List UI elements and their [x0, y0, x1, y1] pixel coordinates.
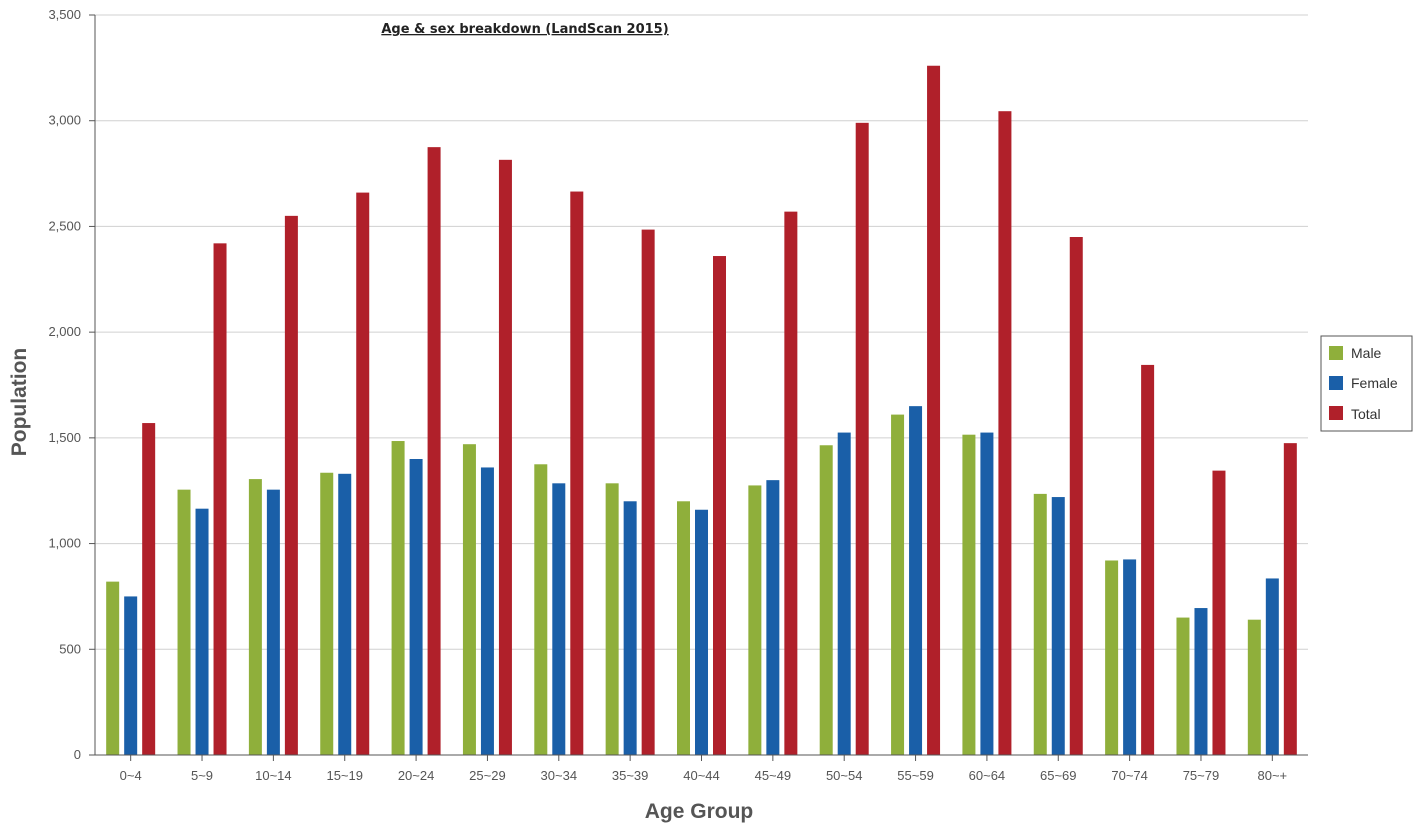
x-tick-label: 45~49: [755, 768, 792, 783]
x-tick-label: 35~39: [612, 768, 649, 783]
bar-male: [748, 485, 762, 755]
x-tick-label: 50~54: [826, 768, 863, 783]
x-tick-label: 55~59: [897, 768, 934, 783]
bar-female: [1051, 497, 1065, 755]
x-tick-label: 75~79: [1183, 768, 1220, 783]
x-ticks: 0~4 5~9 10~14 15~19 20~24 25~29 30~34 35~39 40~4…: [120, 755, 1287, 783]
bar-female: [1123, 559, 1137, 755]
bar-total: [998, 111, 1012, 755]
bar-male: [462, 444, 476, 755]
y-tick-label: 3,000: [48, 113, 81, 128]
bar-female: [195, 508, 209, 755]
bar-male: [391, 441, 405, 755]
bar-female: [695, 509, 708, 755]
bar-female: [837, 432, 851, 755]
x-tick-label: 20~24: [398, 768, 435, 783]
y-tick-label: 2,000: [48, 324, 81, 339]
bar-female: [409, 459, 423, 755]
bar-female: [338, 473, 352, 755]
bar-male: [106, 581, 120, 755]
y-tick-label: 2,500: [48, 218, 81, 233]
legend: Male Female Total: [1320, 335, 1413, 432]
bar-male: [1176, 617, 1190, 755]
bar-male: [891, 414, 905, 755]
chart-title: Age & sex breakdown (LandScan 2015): [381, 22, 668, 37]
bar-total: [1141, 364, 1155, 755]
bar-total: [142, 423, 156, 755]
bar-female: [552, 483, 566, 755]
x-axis-title: Age Group: [645, 800, 754, 823]
bar-male: [320, 472, 334, 755]
bar-total: [713, 256, 726, 755]
bar-female: [480, 467, 494, 755]
bar-female: [266, 489, 280, 755]
bar-female: [1194, 608, 1208, 755]
bar-female: [124, 596, 138, 755]
bar-male: [534, 464, 548, 755]
bar-female: [766, 480, 780, 755]
bar-total: [784, 211, 798, 756]
bar-female: [1265, 578, 1279, 755]
bar-total: [284, 215, 298, 755]
legend-swatch-male: [1329, 346, 1343, 360]
bar-total: [641, 229, 655, 756]
y-tick-label: 1,000: [48, 536, 81, 551]
y-tick-label: 3,500: [48, 7, 81, 22]
bar-female: [909, 406, 923, 755]
x-tick-label: 15~19: [326, 768, 363, 783]
x-tick-label: 5~9: [191, 768, 213, 783]
x-tick-label: 65~69: [1040, 768, 1077, 783]
x-tick-label: 70~74: [1111, 768, 1148, 783]
x-tick-label: 60~64: [969, 768, 1006, 783]
legend-label-male: Male: [1351, 345, 1382, 361]
legend-label-female: Female: [1351, 375, 1398, 391]
bar-total: [1212, 470, 1226, 755]
legend-item-total: Total: [1329, 406, 1381, 422]
bar-male: [177, 489, 191, 755]
y-tick-label: 500: [59, 641, 81, 656]
bar-total: [427, 147, 441, 756]
bar-female: [623, 501, 637, 755]
bar-male: [819, 445, 833, 755]
legend-swatch-total: [1329, 406, 1343, 420]
bar-male: [1247, 619, 1261, 755]
bar-total: [356, 192, 370, 756]
x-tick-label: 30~34: [541, 768, 578, 783]
x-tick-label: 40~44: [683, 768, 720, 783]
x-tick-label: 10~14: [255, 768, 292, 783]
legend-swatch-female: [1329, 376, 1343, 390]
bar-female: [980, 432, 994, 755]
y-tick-label: 1,500: [48, 430, 81, 445]
bar-male: [1033, 493, 1047, 755]
bar-total: [855, 122, 869, 756]
legend-item-female: Female: [1329, 375, 1398, 391]
y-axis-title: Population: [8, 348, 31, 457]
legend-label-total: Total: [1351, 406, 1381, 422]
bars: [106, 65, 1297, 756]
bar-total: [213, 243, 227, 756]
bar-male: [677, 501, 690, 755]
bar-total: [927, 65, 941, 755]
bar-total: [570, 191, 584, 756]
legend-item-male: Male: [1329, 345, 1382, 361]
bar-total: [498, 159, 512, 756]
bar-male: [248, 479, 262, 755]
bar-male: [1105, 560, 1119, 755]
x-tick-label: 25~29: [469, 768, 506, 783]
bar-male: [962, 434, 976, 755]
y-tick-label: 0: [74, 747, 81, 762]
bar-male: [605, 483, 619, 755]
bar-total: [1283, 443, 1297, 755]
x-tick-label: 0~4: [120, 768, 142, 783]
x-tick-label: 80~+: [1257, 768, 1287, 783]
y-ticks: 0 500 1,000 1,500 2,000 2,500 3,000 3,500: [48, 7, 95, 762]
bar-total: [1069, 237, 1083, 755]
